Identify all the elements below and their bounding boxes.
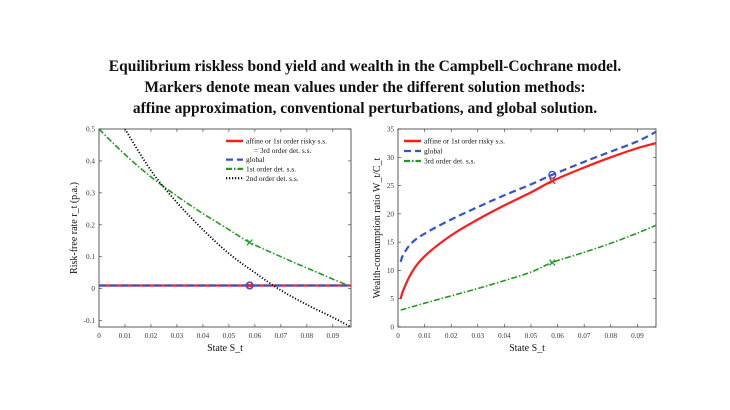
- mean-marker-circle: [548, 170, 557, 179]
- title-line-3: affine approximation, conventional pertu…: [132, 100, 598, 117]
- y-tick-label: -0.1: [84, 317, 96, 325]
- x-tick-label: 0.05: [525, 332, 538, 340]
- legend-label: affine or 1st order risky s.s.: [246, 137, 327, 146]
- title-line-2: Markers denote mean values under the dif…: [144, 79, 586, 96]
- x-tick-label: 0.09: [327, 332, 340, 340]
- chart-panel-1: 0 0.01 0.02 0.03 0.04 0.05 0.06 0.07 0.08 0.09 -0.…: [69, 126, 352, 354]
- x-tick-label: 0.05: [223, 332, 236, 340]
- x-tick-label: 0.09: [631, 332, 644, 340]
- y-tick-label: 0: [390, 324, 394, 332]
- x-axis-label: State S_t: [207, 343, 243, 354]
- y-tick-label: 5: [390, 295, 394, 303]
- legend-label: global: [424, 147, 442, 156]
- series-line-blue: [399, 130, 656, 263]
- y-tick-label: 30: [387, 154, 395, 162]
- x-tick-label: 0.02: [145, 332, 158, 340]
- y-tick-label: 0.2: [86, 221, 95, 229]
- x-tick-label: 0.01: [418, 332, 431, 340]
- legend-label: affine or 1st order risky s.s.: [424, 137, 505, 146]
- x-tick-label: 0: [396, 332, 400, 340]
- x-tick-label: 0.08: [604, 332, 617, 340]
- x-tick-label: 0.04: [498, 332, 511, 340]
- series-line-green: [99, 129, 349, 287]
- y-tick-label: 35: [387, 126, 395, 134]
- series-group: [99, 129, 351, 327]
- x-tick-label: 0.06: [249, 332, 262, 340]
- figure-title: Equilibrium riskless bond yield and weal…: [0, 56, 730, 119]
- legend-label: = 3rd order det. s.s.: [254, 146, 311, 155]
- x-tick-label: 0: [97, 332, 101, 340]
- legend-label: 3rd order det. s.s.: [424, 157, 475, 166]
- y-tick-label: 15: [387, 239, 395, 247]
- x-tick-label: 0.04: [197, 332, 210, 340]
- x-tick-label: 0.02: [445, 332, 458, 340]
- mean-marker-cross: [246, 282, 253, 289]
- series-group: [399, 130, 656, 311]
- mean-marker-cross: [549, 177, 556, 185]
- plot-frame: [397, 128, 657, 328]
- plot-frame: [98, 128, 352, 328]
- mean-marker-cross: [246, 239, 253, 246]
- title-line-1: Equilibrium riskless bond yield and weal…: [108, 58, 622, 75]
- x-axis-label: State S_t: [509, 343, 545, 354]
- y-tick-label: 10: [387, 267, 395, 275]
- y-tick-label: 0.4: [86, 157, 95, 165]
- x-tick-label: 0.07: [275, 332, 288, 340]
- series-line-green: [400, 224, 656, 311]
- y-tick-label: 0.1: [86, 253, 95, 261]
- y-tick-label: 0.5: [86, 126, 95, 134]
- y-tick-label: 25: [387, 182, 395, 190]
- mean-marker-cross: [549, 259, 556, 266]
- x-tick-label: 0.07: [578, 332, 591, 340]
- x-tick-label: 0.08: [301, 332, 314, 340]
- y-tick-label: 0.3: [86, 189, 95, 197]
- legend-label: 2nd order det. s.s.: [246, 174, 299, 183]
- x-tick-label: 0.06: [551, 332, 564, 340]
- legend-label: global: [246, 155, 264, 164]
- x-tick-label: 0.03: [472, 332, 485, 340]
- y-tick-label: 0: [91, 285, 95, 293]
- mean-marker-circle: [245, 281, 254, 290]
- legend-label: 1st order det. s.s.: [246, 165, 296, 174]
- y-axis-label: Risk-free rate r_t (p.a.): [69, 182, 80, 274]
- y-axis-label: Wealth-consumption ratio W_t/C_t: [372, 157, 383, 298]
- x-tick-label: 0.03: [171, 332, 184, 340]
- series-line-red: [399, 142, 656, 300]
- y-tick-label: 20: [387, 210, 395, 218]
- chart-panel-2: 0 0.01 0.02 0.03 0.04 0.05 0.06 0.07 0.08 0.09 0 5 1…: [372, 126, 657, 354]
- x-tick-label: 0.01: [119, 332, 132, 340]
